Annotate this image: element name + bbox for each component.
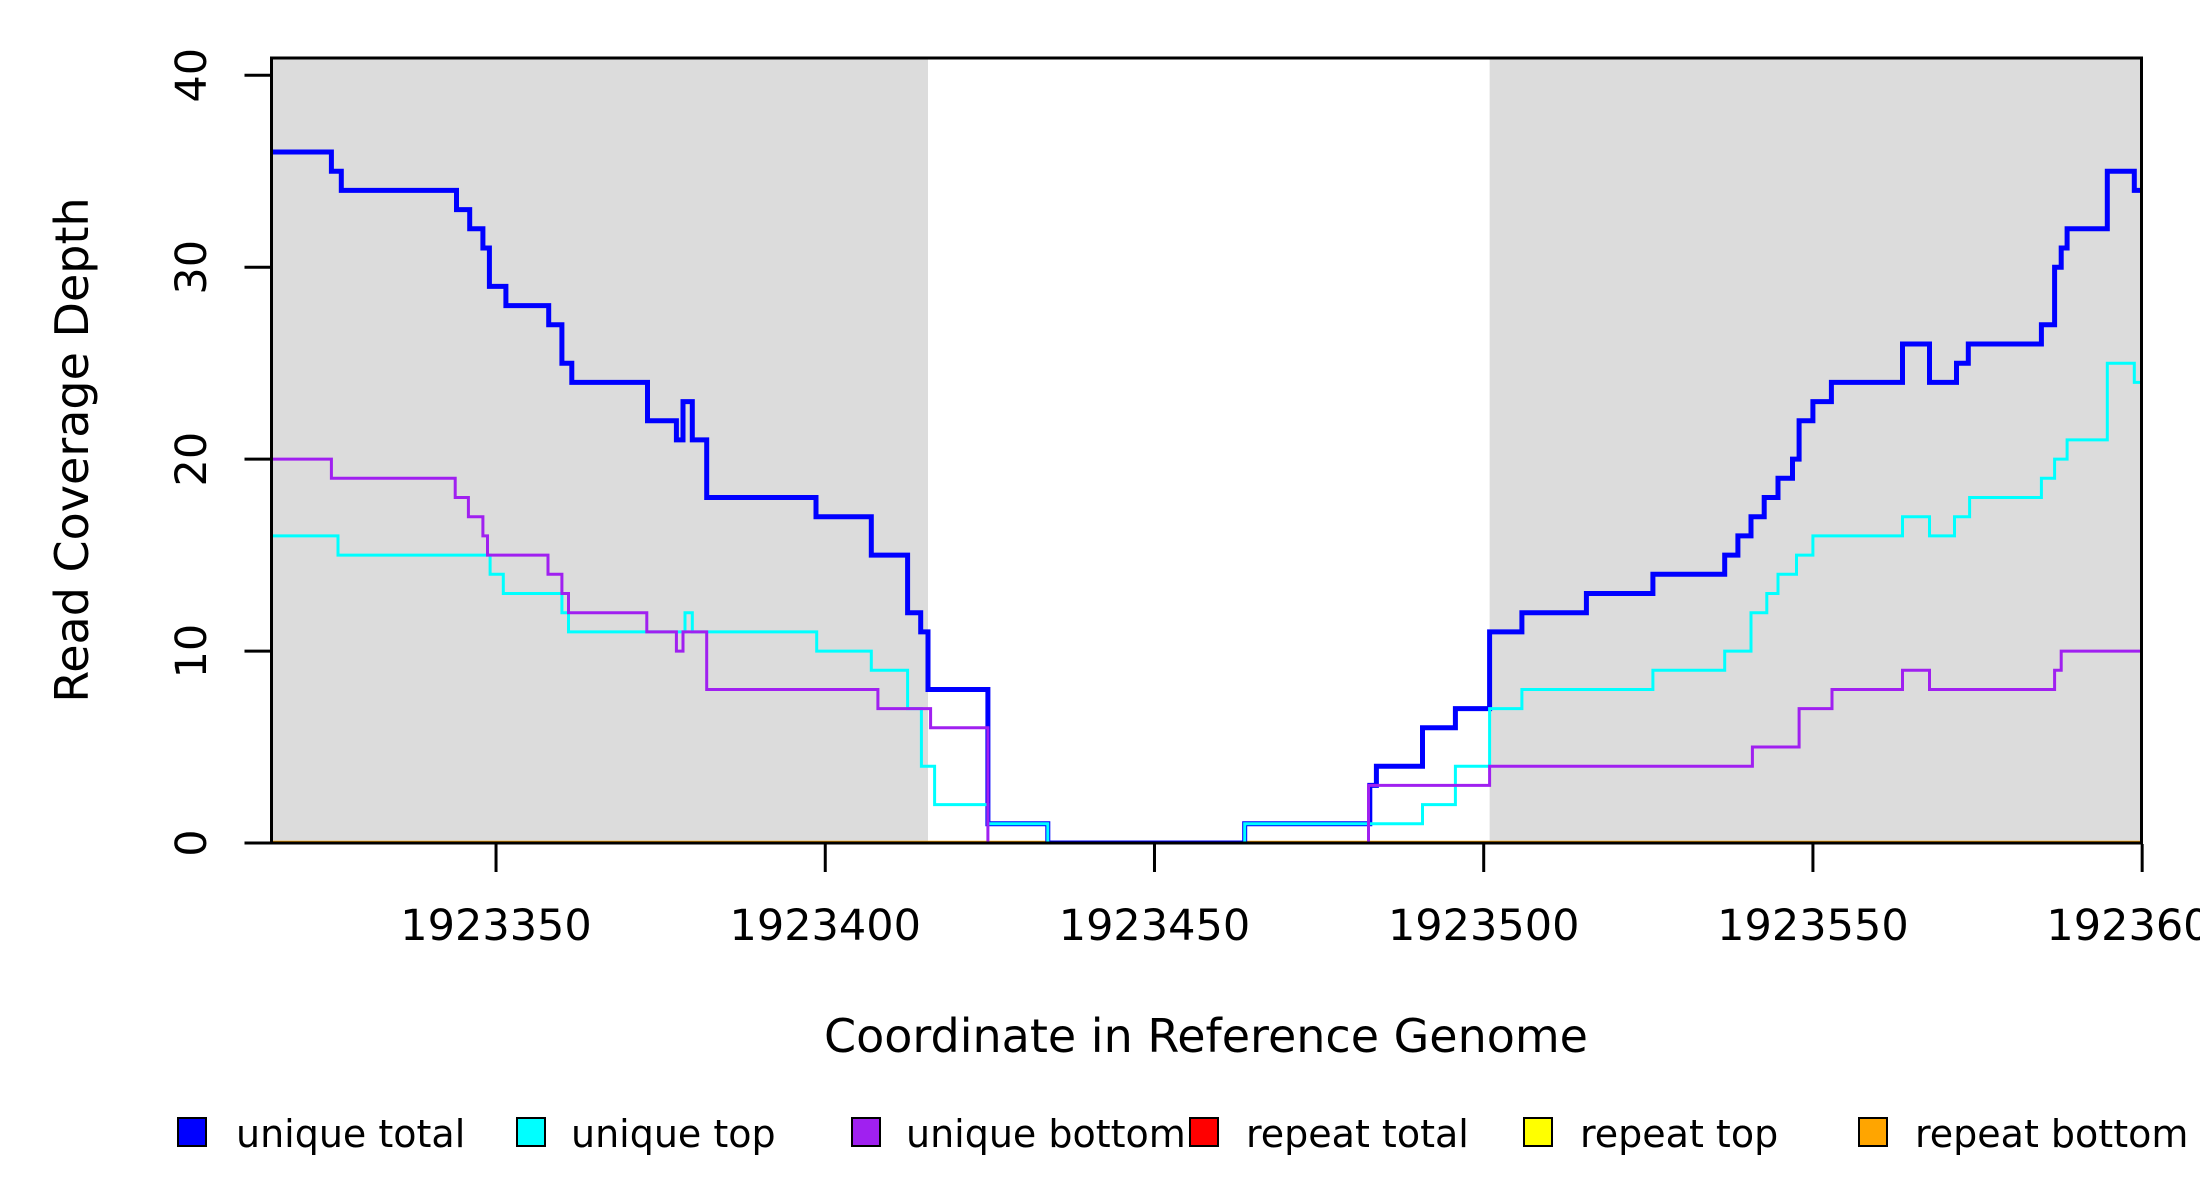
x-tick-label: 1923400 <box>729 901 921 951</box>
legend: unique total unique top unique bottom repea… <box>177 1112 2188 1156</box>
legend-swatch-repeat-total <box>1189 1117 1219 1147</box>
legend-label: unique top <box>571 1112 776 1156</box>
legend-item-unique-total: unique total <box>177 1112 465 1156</box>
legend-swatch-unique-top <box>516 1117 546 1147</box>
legend-swatch-unique-total <box>177 1117 207 1147</box>
line-unique-top <box>271 361 2142 843</box>
legend-label: repeat top <box>1580 1112 1778 1156</box>
legend-item-unique-top: unique top <box>516 1112 776 1156</box>
legend-item-repeat-total: repeat total <box>1189 1112 1469 1156</box>
legend-label: unique total <box>236 1112 465 1156</box>
line-unique-bottom <box>271 457 2142 843</box>
shaded-region-0 <box>271 58 928 843</box>
legend-swatch-repeat-top <box>1523 1117 1553 1147</box>
x-tick-label: 1923500 <box>1388 901 1580 951</box>
series-lines <box>271 149 2142 843</box>
x-tick-label: 1923450 <box>1059 901 1251 951</box>
axes: 1923350 1923400 1923450 1923500 1923550 19236… <box>167 48 2200 951</box>
legend-label: repeat bottom <box>1915 1112 2188 1156</box>
legend-label: repeat total <box>1246 1112 1469 1156</box>
y-tick-label: 30 <box>167 240 217 295</box>
shaded-regions <box>271 58 2142 843</box>
x-axis-title: Coordinate in Reference Genome <box>824 1009 1588 1063</box>
legend-label: unique bottom <box>906 1112 1186 1156</box>
legend-swatch-repeat-bottom <box>1858 1117 1888 1147</box>
x-tick-label: 1923550 <box>1717 901 1909 951</box>
legend-item-repeat-top: repeat top <box>1523 1112 1778 1156</box>
y-tick-label: 20 <box>167 432 217 487</box>
line-unique-total <box>271 149 2142 843</box>
legend-item-repeat-bottom: repeat bottom <box>1858 1112 2188 1156</box>
legend-swatch-unique-bottom <box>851 1117 881 1147</box>
plot-border <box>270 56 2143 845</box>
legend-item-unique-bottom: unique bottom <box>851 1112 1186 1156</box>
y-axis-title: Read Coverage Depth <box>45 197 99 702</box>
shaded-region-1 <box>1489 58 2142 843</box>
y-tick-label: 10 <box>167 624 217 679</box>
y-tick-label: 0 <box>167 829 217 856</box>
y-tick-label: 40 <box>167 48 217 103</box>
x-tick-label: 1923350 <box>400 901 592 951</box>
